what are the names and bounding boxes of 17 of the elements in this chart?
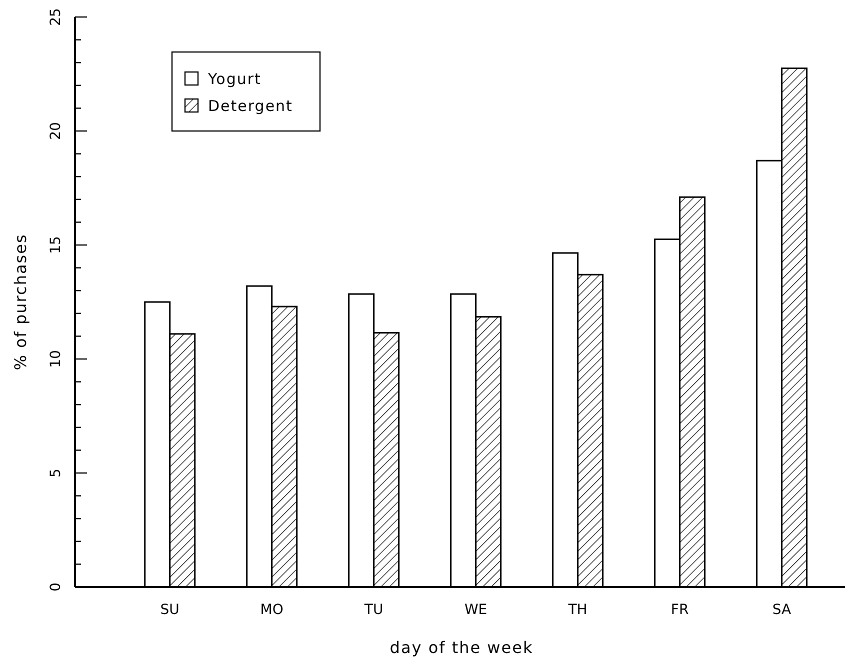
y-axis-title: % of purchases (11, 234, 30, 370)
y-tick-label: 15 (48, 236, 64, 254)
x-tick-label: TU (363, 602, 384, 618)
x-tick-label: SA (772, 602, 792, 618)
y-tick-label: 0 (48, 582, 64, 592)
legend-label: Detergent (208, 97, 293, 115)
x-tick-label: MO (260, 602, 284, 618)
y-tick-label: 5 (48, 468, 64, 478)
legend-label: Yogurt (207, 70, 262, 88)
x-tick-label: FR (670, 602, 689, 618)
x-tick-label: WE (464, 602, 488, 618)
x-tick-label: TH (567, 602, 588, 618)
y-tick-label: 10 (48, 350, 64, 368)
y-tick-label: 25 (48, 8, 64, 26)
x-tick-label: SU (160, 602, 180, 618)
y-tick-label: 20 (48, 122, 64, 140)
x-axis-title: day of the week (390, 638, 534, 657)
